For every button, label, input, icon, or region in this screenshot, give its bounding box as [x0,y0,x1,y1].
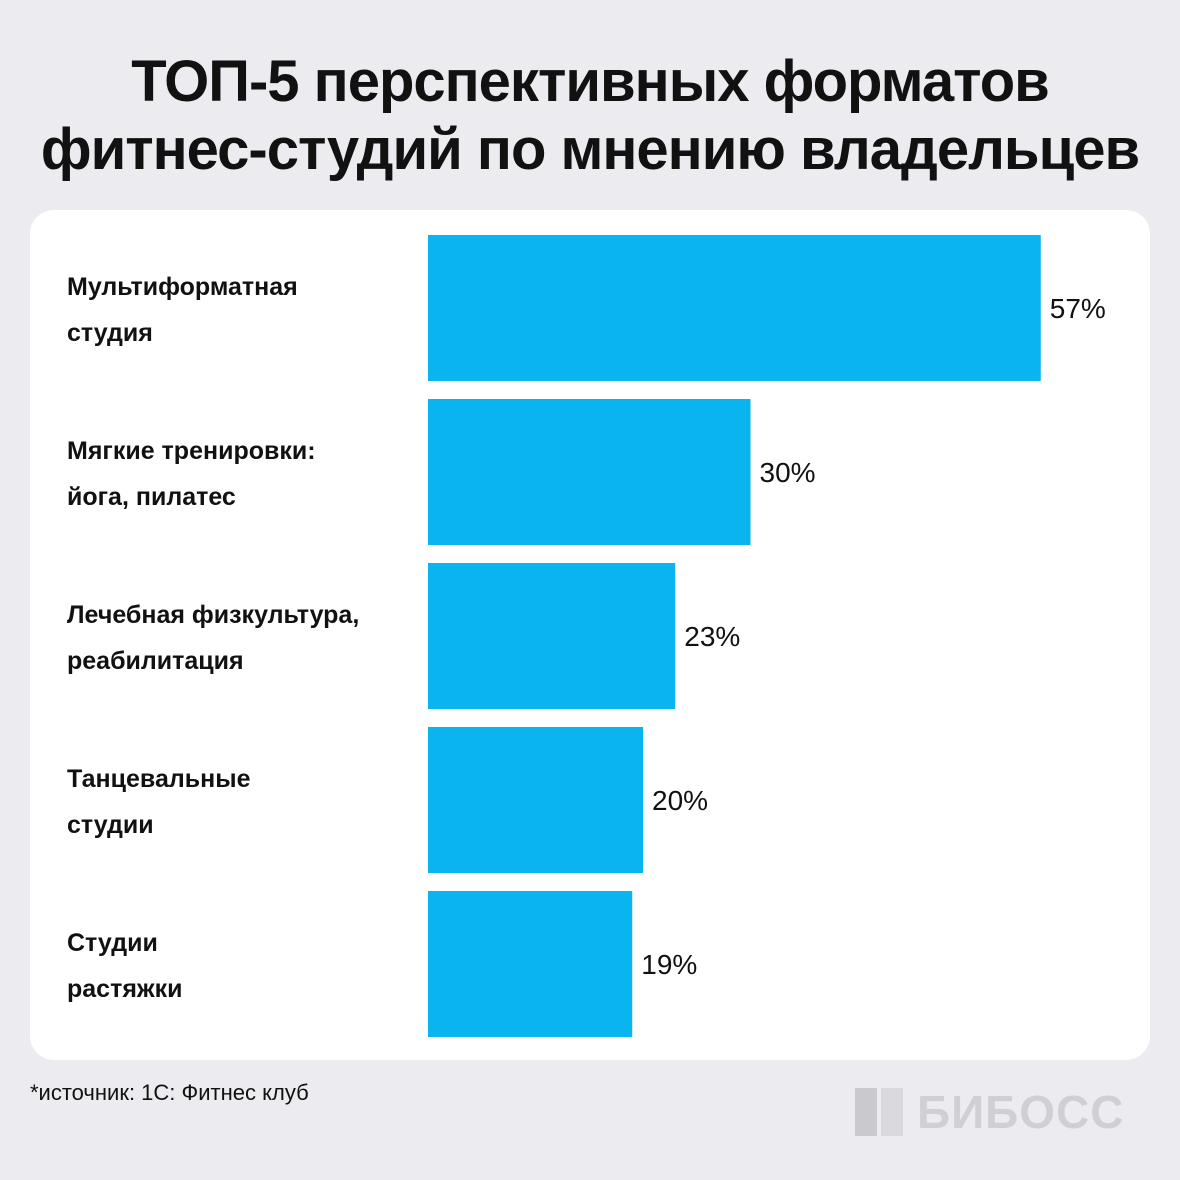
bar-3 [428,563,676,709]
category-label-1: Мультиформатная студия [67,273,298,347]
category-label-line: растяжки [67,975,183,1003]
category-label-line: реабилитация [67,647,244,675]
category-label-line: Студии [67,929,158,957]
bar-chart: 57% Мультиформатная студия 30% Мягкие тренир… [67,235,1106,1037]
category-label-line: Танцевальные [67,765,251,793]
chart-card: 57% Мультиформатная студия 30% Мягкие тренир… [30,210,1150,1060]
title-line-1: ТОП-5 перспективных форматов [131,49,1050,114]
value-label-1: 57% [1050,293,1106,324]
value-label-3: 23% [684,621,740,652]
source-footnote: *источник: 1С: Фитнес клуб [30,1080,309,1105]
category-label-line: Мультиформатная [67,273,298,301]
bar-4 [428,727,643,873]
category-label-line: студия [67,319,153,347]
biboss-logo-icon [855,1088,903,1136]
category-label-line: студии [67,811,154,839]
value-label-5: 19% [641,949,697,980]
category-label-line: Лечебная физкультура, [67,601,359,629]
value-label-2: 30% [760,457,816,488]
title-line-2: фитнес-студий по мнению владельцев [40,117,1140,182]
category-label-2: Мягкие тренировки: йога, пилатес [67,437,316,511]
category-label-4: Танцевальные студии [67,765,251,839]
value-label-4: 20% [652,785,708,816]
bar-1 [428,235,1041,381]
category-label-3: Лечебная физкультура, реабилитация [67,601,359,675]
bar-5 [428,891,633,1037]
page-title: ТОП-5 перспективных форматов фитнес-студ… [0,48,1180,184]
brand-logo: БИБОСС [855,1086,1125,1138]
category-label-line: Мягкие тренировки: [67,437,316,465]
category-label-5: Студии растяжки [67,929,183,1003]
brand-name: БИБОСС [917,1086,1125,1138]
bar-2 [428,399,751,545]
category-label-line: йога, пилатес [67,483,236,511]
